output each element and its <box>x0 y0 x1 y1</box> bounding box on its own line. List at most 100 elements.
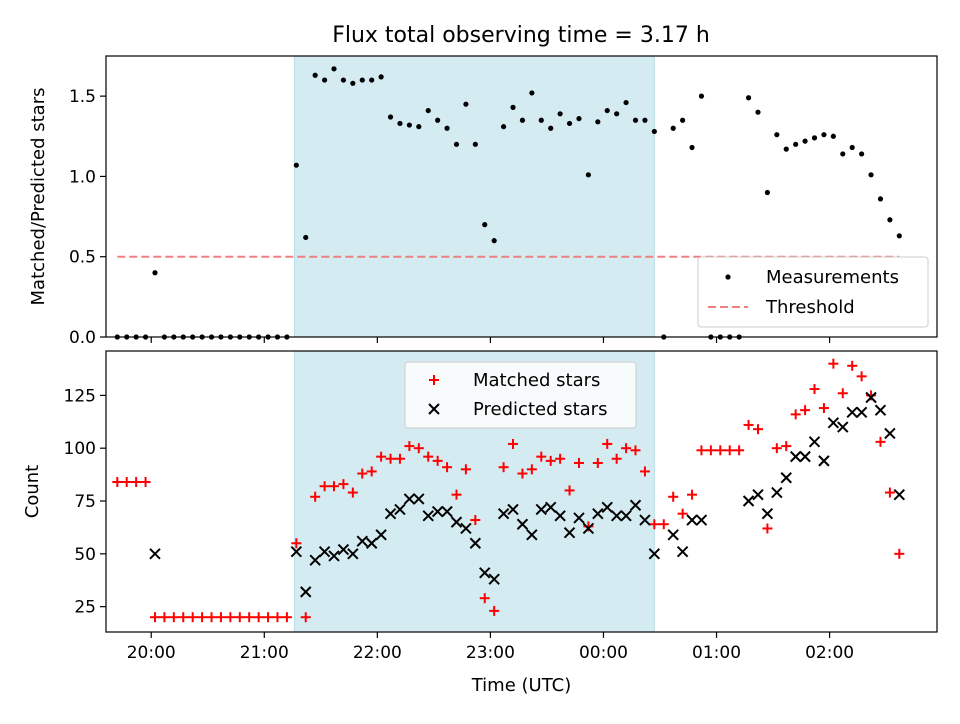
matched-stars-point <box>187 612 198 623</box>
measurement-point <box>444 125 450 131</box>
predicted-stars-point <box>573 512 585 524</box>
matched-stars-point <box>168 612 179 623</box>
matched-stars-point <box>338 479 349 490</box>
bottom-x-axis: 20:00 21:00 22:00 23:00 00:00 01:00 02:00 <box>127 632 854 663</box>
matched-stars-point <box>762 523 773 534</box>
matched-stars-point <box>649 519 660 530</box>
measurement-point <box>849 144 855 151</box>
measurement-point <box>463 101 469 107</box>
top-legend: Measurements Threshold <box>697 256 929 328</box>
measurement-point <box>406 122 412 128</box>
matched-stars-point <box>178 612 189 623</box>
measurement-point <box>877 196 884 202</box>
matched-stars-point <box>639 466 650 477</box>
measurement-point <box>689 144 695 151</box>
predicted-stars-point <box>384 507 397 520</box>
predicted-stars-point <box>497 507 510 520</box>
matched-stars-point <box>112 476 123 487</box>
matched-stars-point <box>668 491 679 502</box>
matched-stars-point <box>828 358 839 369</box>
predicted-stars-point <box>356 535 368 547</box>
measurement-point <box>764 189 771 196</box>
matched-stars-point <box>592 457 603 468</box>
predicted-stars-point <box>403 493 416 505</box>
matched-stars-point <box>310 491 321 502</box>
x-tick-label: 23:00 <box>466 643 515 663</box>
predicted-stars-point <box>667 529 679 541</box>
predicted-stars-point <box>545 501 557 514</box>
matched-stars-point <box>489 605 500 616</box>
matched-stars-point <box>121 476 132 487</box>
matched-stars-point <box>197 612 208 623</box>
predicted-stars-point <box>761 507 774 520</box>
bottom-x-axis-label: Time (UTC) <box>471 675 572 696</box>
predicted-stars-point <box>610 510 623 522</box>
measurement-point <box>557 111 563 117</box>
top-y-axis: 0.0 0.5 1.0 1.5 <box>69 87 106 348</box>
matched-stars-point <box>875 436 886 447</box>
matched-stars-point <box>394 453 405 464</box>
matched-stars-point <box>225 612 236 623</box>
measurement-point <box>859 151 865 157</box>
predicted-stars-point <box>422 510 434 522</box>
predicted-stars-point <box>865 391 877 404</box>
measurement-point <box>623 99 629 106</box>
predicted-stars-point <box>846 406 858 418</box>
matched-stars-point <box>658 519 669 530</box>
y-tick-label: 1.5 <box>69 87 96 107</box>
predicted-stars-point <box>771 486 783 499</box>
measurement-point <box>585 172 591 178</box>
measurement-point <box>340 77 347 83</box>
measurement-point <box>802 138 808 144</box>
matched-stars-point <box>771 443 782 454</box>
top-panel-frame <box>105 55 938 338</box>
legend-measurements-marker <box>725 274 731 280</box>
matched-stars-point <box>149 612 160 623</box>
matched-stars-point <box>366 466 377 477</box>
matched-stars-point <box>602 438 613 449</box>
legend-matched-label: Matched stars <box>473 370 600 391</box>
measurement-point <box>604 107 610 114</box>
measurement-point <box>783 146 789 152</box>
legend-predicted-label: Predicted stars <box>473 399 607 420</box>
matched-stars-point <box>244 612 255 623</box>
measurement-point <box>793 141 799 147</box>
predicted-stars-point <box>460 522 472 535</box>
matched-stars-point <box>442 462 453 473</box>
matched-stars-point <box>291 538 302 549</box>
matched-stars-point <box>300 612 311 623</box>
measurement-point <box>359 77 365 83</box>
matched-stars-point <box>837 388 848 399</box>
measurement-point <box>387 114 394 120</box>
matched-stars-point <box>206 612 217 623</box>
matched-stars-point <box>253 612 264 623</box>
measurement-point <box>472 141 478 147</box>
y-tick-label: 50 <box>74 545 96 565</box>
matched-stars-point <box>818 403 829 414</box>
matched-stars-point <box>743 419 754 430</box>
matched-stars-point <box>140 476 151 487</box>
predicted-stars-point <box>808 436 821 448</box>
bottom-panel: 25 50 75 100 125 20:00 21:00 22:00 23:00 00:00 01… <box>22 350 938 696</box>
matched-stars-point <box>404 441 415 452</box>
x-tick-label: 22:00 <box>353 643 402 663</box>
predicted-stars-point <box>827 417 840 429</box>
predicted-stars-point <box>300 586 312 598</box>
measurement-point <box>397 120 403 127</box>
matched-stars-point <box>555 453 566 464</box>
measurement-point <box>416 124 422 130</box>
matched-stars-point <box>621 443 632 454</box>
predicted-stars-point <box>676 546 689 558</box>
matched-stars-point <box>611 453 622 464</box>
top-y-axis-label: Matched/Predicted stars <box>28 88 49 306</box>
measurement-point <box>303 234 309 241</box>
predicted-stars-point <box>592 507 604 520</box>
predicted-stars-point <box>516 518 529 530</box>
matched-stars-point <box>159 612 170 623</box>
shaded-interval-0 <box>293 55 655 338</box>
matched-stars-point <box>630 445 641 456</box>
predicted-stars-point <box>507 503 519 516</box>
matched-stars-point <box>347 487 358 498</box>
matched-stars-point <box>517 468 528 479</box>
